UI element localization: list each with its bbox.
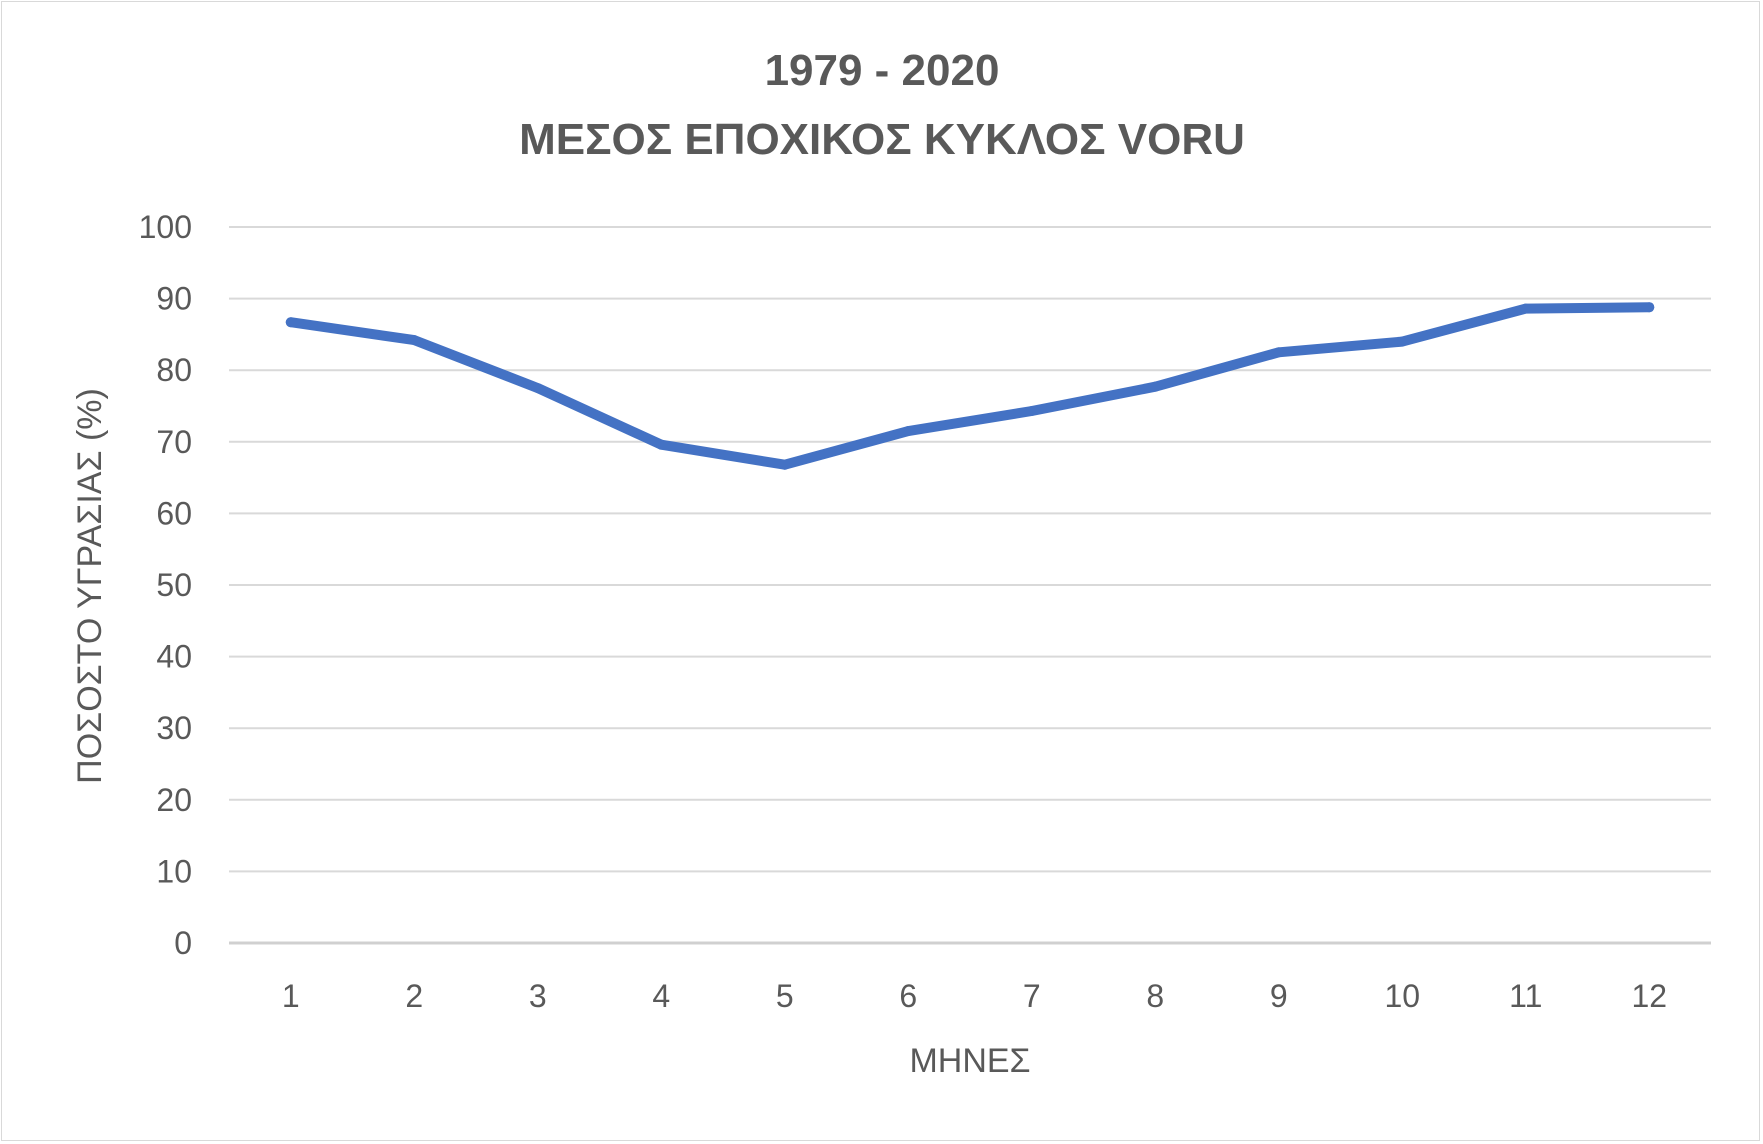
data-point xyxy=(779,459,790,470)
x-tick-label: 7 xyxy=(1023,978,1041,1014)
y-axis-title: ΠΟΣΟΣΤΟ ΥΓΡΑΣΙΑΣ (%) xyxy=(71,388,109,784)
y-tick-label: 90 xyxy=(156,281,192,317)
x-axis-ticks: 1 2 3 4 5 6 7 8 9 10 11 12 xyxy=(282,978,1667,1014)
data-point xyxy=(1644,302,1655,313)
y-tick-label: 80 xyxy=(156,352,192,388)
data-point xyxy=(1520,303,1531,314)
x-tick-label: 6 xyxy=(899,978,917,1014)
data-point xyxy=(656,439,667,450)
y-tick-label: 0 xyxy=(174,925,192,961)
data-point xyxy=(1150,381,1161,392)
data-point xyxy=(285,317,296,328)
x-tick-label: 5 xyxy=(776,978,794,1014)
series-layer xyxy=(285,302,1655,470)
x-tick-label: 2 xyxy=(405,978,423,1014)
data-point xyxy=(1273,347,1284,358)
x-axis-title: ΜΗΝΕΣ xyxy=(909,1042,1030,1080)
y-tick-label: 30 xyxy=(156,710,192,746)
data-point xyxy=(1026,406,1037,417)
y-tick-label: 70 xyxy=(156,424,192,460)
x-tick-label: 4 xyxy=(652,978,670,1014)
x-tick-label: 9 xyxy=(1270,978,1288,1014)
y-tick-label: 50 xyxy=(156,567,192,603)
chart-title: 1979 - 2020 xyxy=(765,46,1000,95)
chart-subtitle: ΜΕΣΟΣ ΕΠΟΧΙΚΟΣ ΚΥΚΛΟΣ VORU xyxy=(519,115,1245,164)
x-tick-label: 11 xyxy=(1509,978,1542,1014)
data-point xyxy=(1397,336,1408,347)
y-tick-label: 20 xyxy=(156,782,192,818)
y-tick-label: 100 xyxy=(139,209,192,245)
y-axis-ticks: 0 10 20 30 40 50 60 70 80 90 100 xyxy=(139,209,192,961)
data-point xyxy=(532,383,543,394)
y-tick-label: 40 xyxy=(156,639,192,675)
gridlines xyxy=(229,226,1711,945)
x-tick-label: 1 xyxy=(282,978,300,1014)
data-point xyxy=(409,335,420,346)
x-tick-label: 3 xyxy=(529,978,547,1014)
series-line xyxy=(285,302,1655,470)
x-tick-label: 12 xyxy=(1631,978,1667,1014)
y-tick-label: 60 xyxy=(156,495,192,531)
x-tick-label: 10 xyxy=(1384,978,1420,1014)
x-tick-label: 8 xyxy=(1146,978,1164,1014)
y-tick-label: 10 xyxy=(156,853,192,889)
data-point xyxy=(903,426,914,437)
